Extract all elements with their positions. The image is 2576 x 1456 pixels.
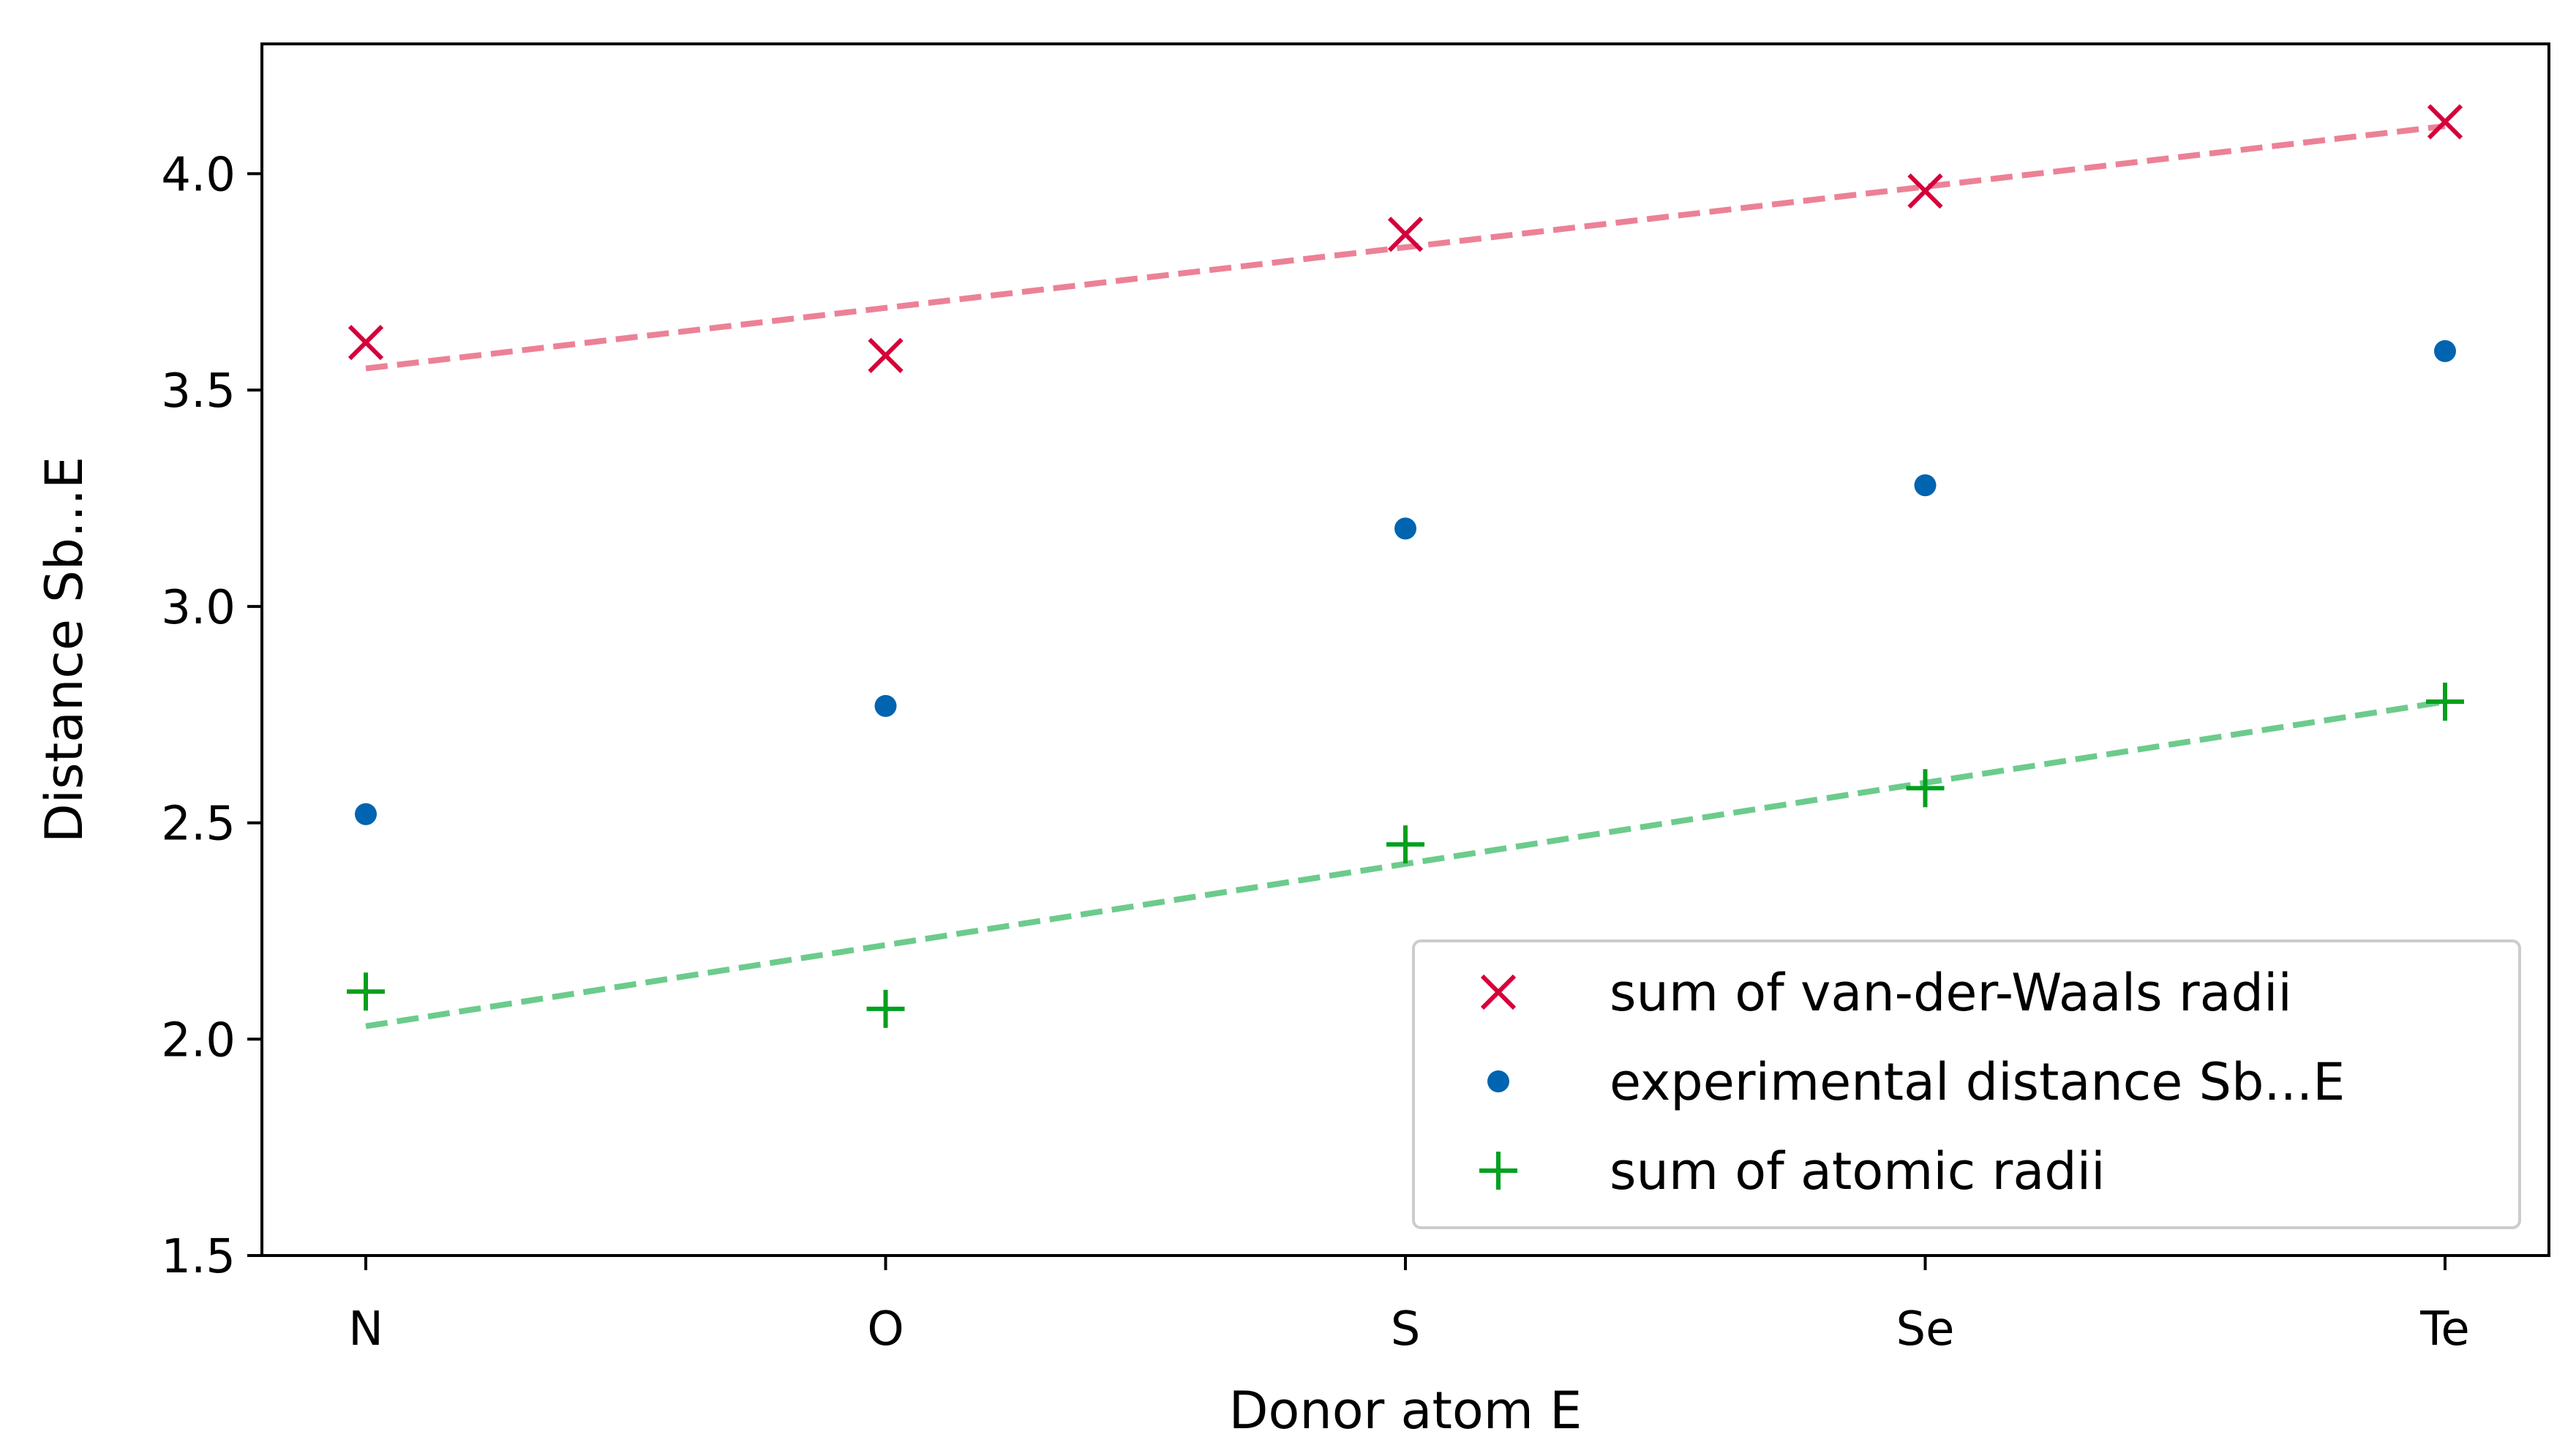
point-series-1-Se	[1914, 474, 1937, 497]
x-axis: N O S Se Te	[348, 1256, 2470, 1356]
point-series-1-N	[355, 803, 377, 825]
point-series-2-Te	[2426, 682, 2464, 721]
y-tick-label-3: 3.0	[161, 581, 236, 635]
legend-box	[1412, 939, 2521, 1229]
trend-lines	[365, 123, 2446, 1029]
legend-marker-series-1	[1487, 1070, 1509, 1092]
y-tick-label-2: 2.5	[161, 798, 236, 852]
point-series-0-O	[868, 337, 904, 373]
y-tick-label-1: 2.0	[161, 1013, 236, 1067]
legend-marker-series-0	[1480, 974, 1517, 1010]
point-series-0-Te	[2427, 104, 2463, 140]
trend-line-series-2	[365, 699, 2446, 1029]
x-tick-label-1: O	[867, 1302, 904, 1356]
legend-label-series-0: sum of van-der-Waals radii	[1610, 963, 2292, 1023]
point-series-2-S	[1386, 825, 1424, 864]
y-tick-label-0: 1.5	[161, 1230, 236, 1284]
x-tick-label-0: N	[348, 1302, 383, 1356]
point-series-0-Se	[1907, 173, 1943, 209]
y-tick-label-4: 3.5	[161, 364, 236, 419]
x-tick-label-2: S	[1391, 1302, 1421, 1356]
x-tick-label-4: Te	[2419, 1302, 2470, 1356]
point-series-0-S-stroke-b	[1387, 217, 1424, 252]
y-tick-label-5: 4.0	[161, 148, 236, 202]
trend-line-series-0	[365, 123, 2446, 372]
point-series-0-N-stroke-b	[348, 324, 384, 361]
legend-marker-series-0-stroke-b	[1480, 974, 1517, 1010]
y-axis-title: Distance Sb...E	[34, 457, 94, 843]
x-axis-title: Donor atom E	[1229, 1381, 1582, 1441]
legend: sum of van-der-Waals radii experimental d…	[1412, 939, 2521, 1229]
point-series-0-Se-stroke-b	[1907, 173, 1943, 209]
point-series-2-O	[866, 989, 905, 1028]
point-series-2-Se	[1906, 769, 1945, 808]
legend-label-series-2: sum of atomic radii	[1610, 1141, 2106, 1201]
y-axis: 1.5 2.0 2.5 3.0 3.5 4.0	[161, 148, 262, 1284]
point-series-0-O-stroke-b	[868, 337, 904, 373]
point-series-0-S	[1387, 217, 1424, 252]
point-series-1-S	[1394, 517, 1416, 540]
point-series-2-N	[347, 972, 385, 1011]
point-series-0-N	[348, 324, 384, 361]
legend-label-series-1: experimental distance Sb...E	[1610, 1052, 2345, 1112]
point-series-1-Te	[2434, 339, 2456, 362]
legend-marker-series-2	[1479, 1152, 1517, 1190]
data-markers	[347, 104, 2464, 1028]
x-tick-label-3: Se	[1896, 1302, 1955, 1356]
point-series-0-Te-stroke-b	[2427, 104, 2463, 140]
point-series-1-O	[874, 694, 897, 717]
